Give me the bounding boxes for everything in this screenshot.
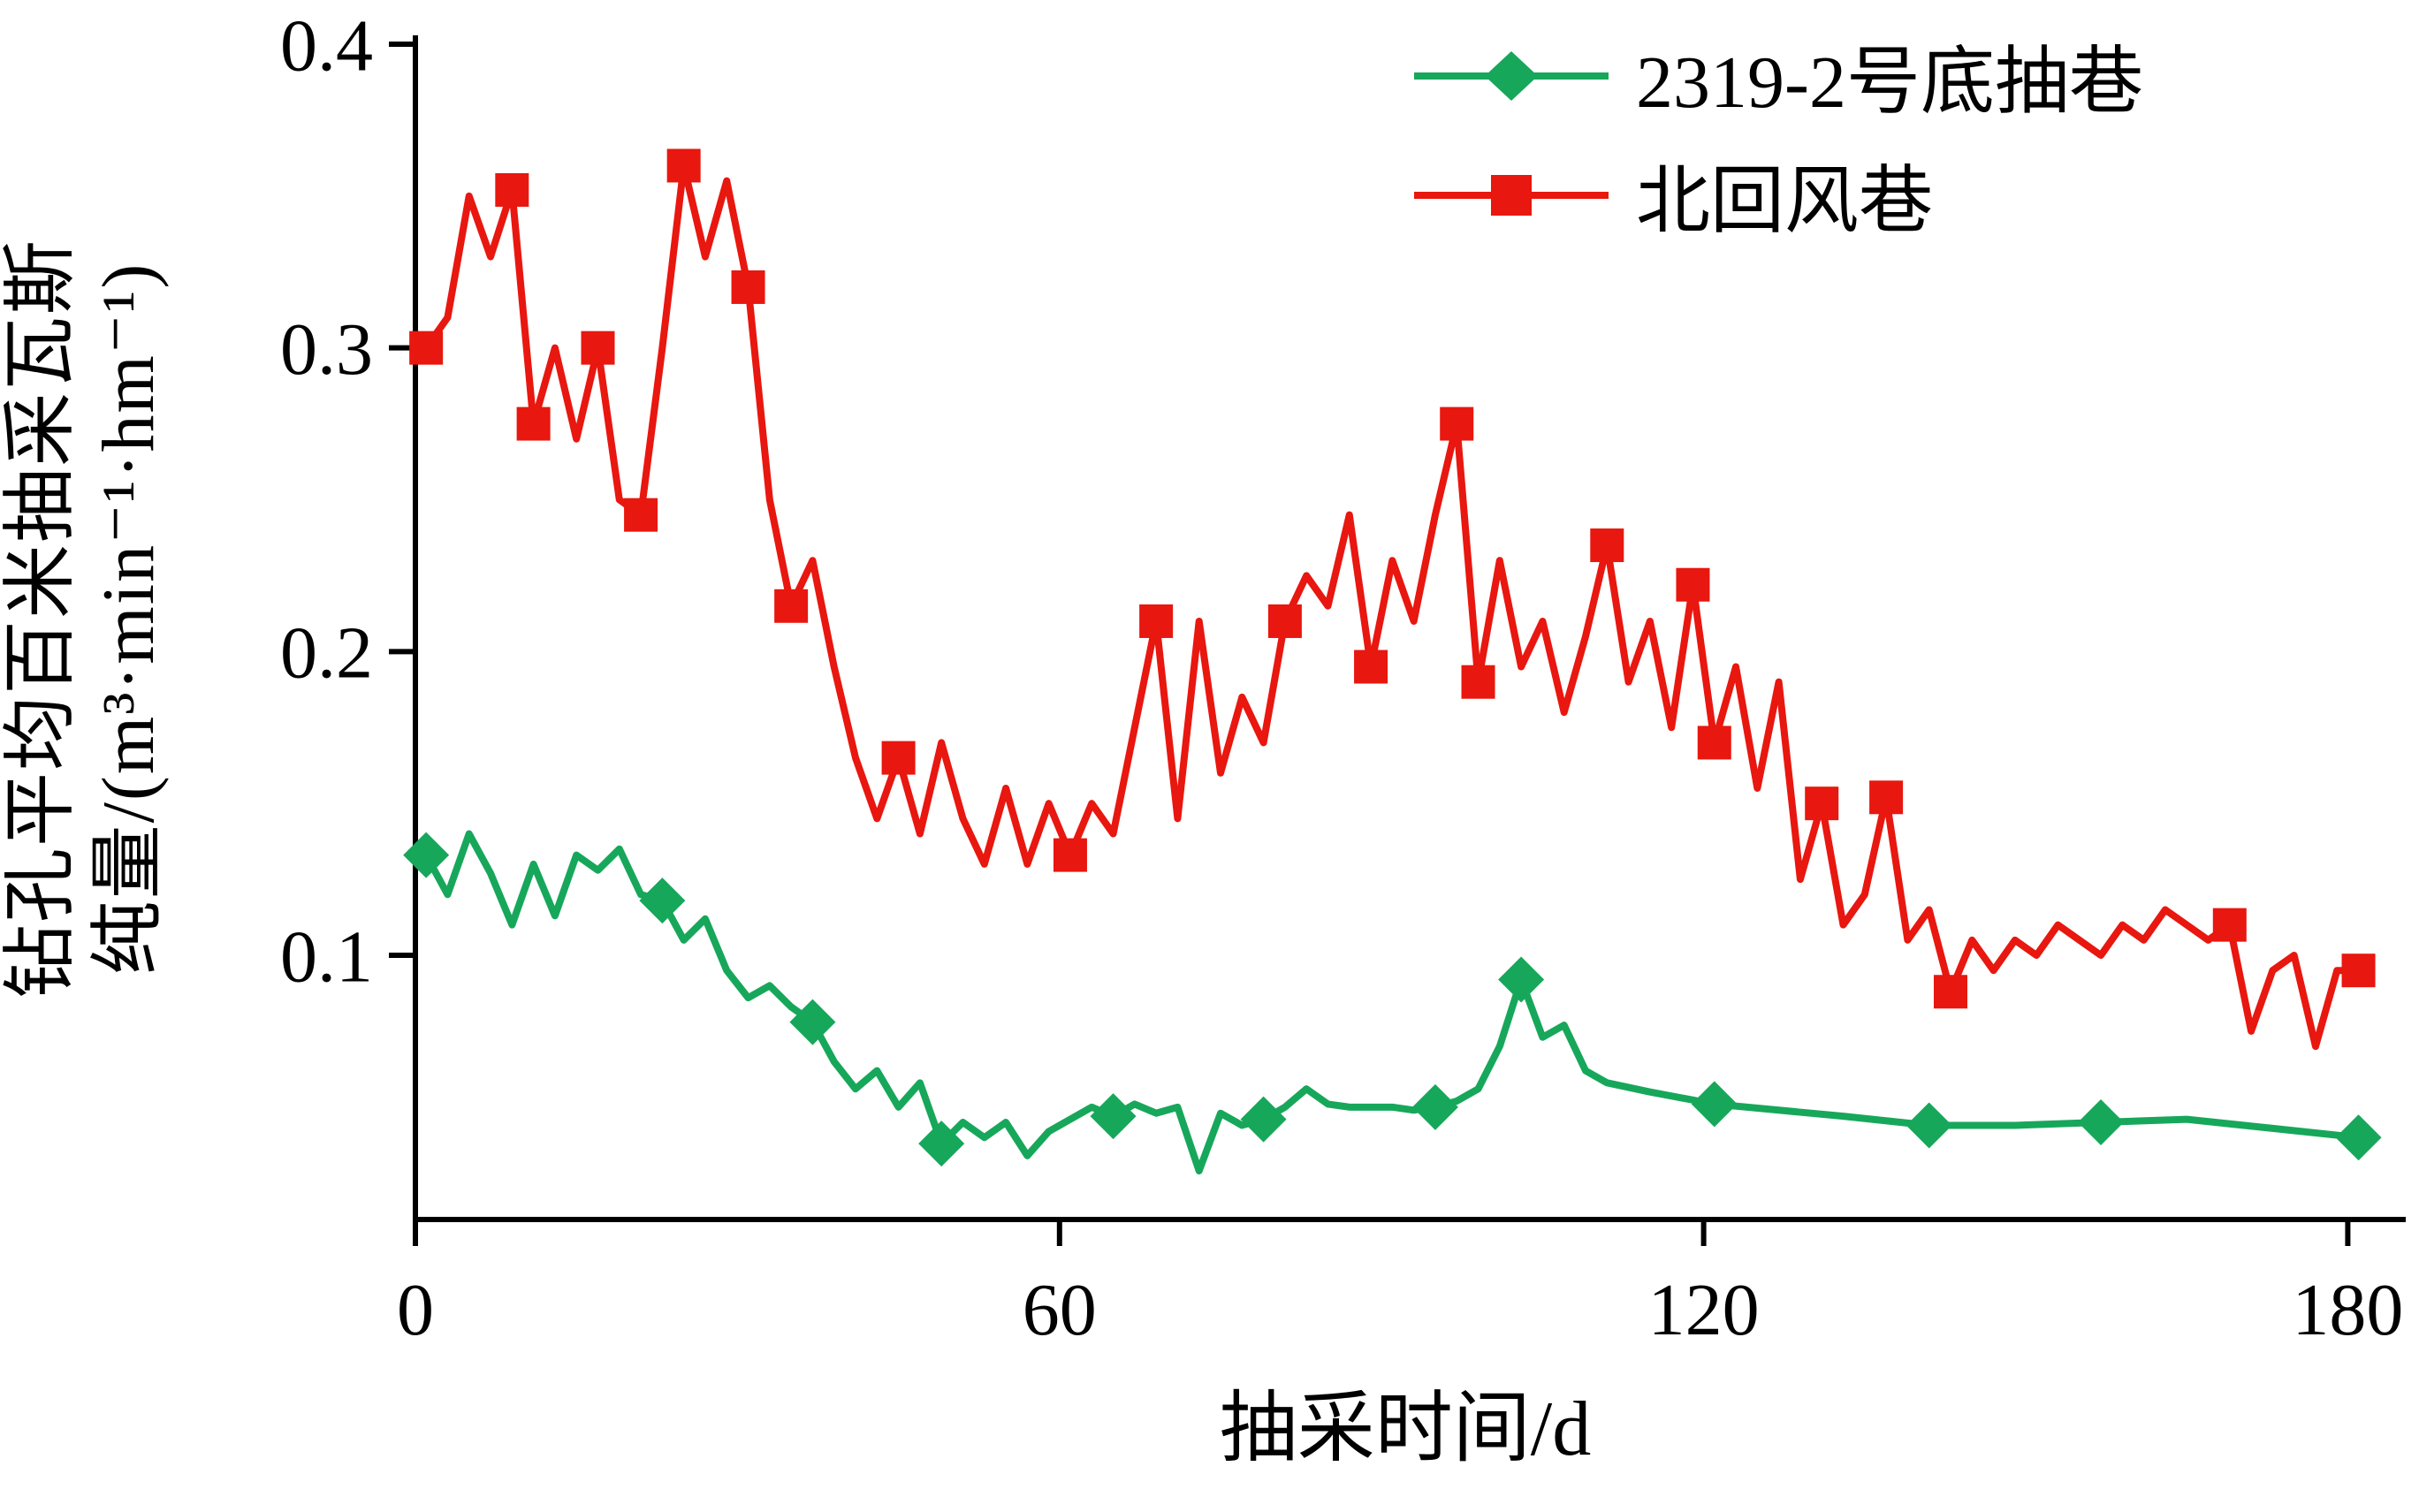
series-1-marker-square xyxy=(1933,975,1967,1009)
series-1-marker-square xyxy=(624,498,658,532)
series-1-marker-square xyxy=(495,172,529,207)
x-tick-label: 180 xyxy=(2292,1269,2403,1351)
legend-label-0: 2319-2号底抽巷 xyxy=(1636,42,2143,124)
x-tick-label: 60 xyxy=(1023,1269,1097,1351)
series-1-marker-square xyxy=(1461,665,1495,699)
series-1-marker-square xyxy=(666,148,701,183)
legend-line-diamond-icon xyxy=(1414,50,1609,101)
series-1-marker-square xyxy=(1869,780,1904,815)
series-1-marker-square xyxy=(1440,406,1474,441)
series-0-marker-diamond xyxy=(1906,1102,1952,1149)
series-0-marker-diamond xyxy=(918,1121,965,1167)
series-1-marker-square xyxy=(1697,726,1731,760)
series-0-marker-diamond xyxy=(639,878,686,924)
y-tick-label: 0.4 xyxy=(280,4,373,87)
y-axis-title-line1: 钻孔平均百米抽采瓦斯 xyxy=(0,238,82,999)
series-0-marker-diamond xyxy=(2335,1114,2382,1161)
series-1-marker-square xyxy=(409,331,444,365)
series-line-0 xyxy=(422,830,2362,1175)
series-1-marker-square xyxy=(1805,786,1839,821)
series-0-marker-diamond xyxy=(2078,1099,2125,1146)
series-0-marker-diamond xyxy=(1411,1083,1458,1130)
series-1-marker-square xyxy=(731,270,765,304)
legend: 2319-2号底抽巷 北回风巷 xyxy=(1410,22,2143,248)
y-tick-label: 0.2 xyxy=(280,612,373,695)
x-axis-title: 抽采时间/d xyxy=(1219,1387,1592,1472)
series-1-marker-square xyxy=(1354,650,1388,684)
series-1-marker-square xyxy=(1590,528,1624,563)
y-tick-label: 0.3 xyxy=(280,308,373,391)
series-0-marker-diamond xyxy=(1691,1081,1738,1128)
series-0-marker-diamond xyxy=(789,999,836,1045)
y-axis-title: 钻孔平均百米抽采瓦斯 纯量/(m³·min⁻¹·hm⁻¹) xyxy=(0,239,172,999)
series-1-marker-square xyxy=(2341,954,2376,988)
series-1-marker-square xyxy=(581,331,615,365)
series-line-1 xyxy=(422,162,2362,1051)
legend-item-bottom-drainage-roadway: 2319-2号底抽巷 xyxy=(1410,22,2143,129)
legend-item-north-return-airway: 北回风巷 xyxy=(1410,141,2143,248)
series-1-marker-square xyxy=(2212,908,2247,942)
series-0-marker-diamond xyxy=(1240,1096,1287,1143)
series-1-marker-square xyxy=(516,406,551,441)
series-0-marker-diamond xyxy=(403,832,450,878)
series-1-marker-square xyxy=(774,589,809,623)
y-axis-title-line2: 纯量/(m³·min⁻¹·hm⁻¹) xyxy=(87,262,170,976)
series-0-marker-diamond xyxy=(1090,1093,1137,1140)
legend-label-1: 北回风巷 xyxy=(1636,161,1934,243)
x-tick-label: 120 xyxy=(1648,1269,1760,1351)
series-0-marker-diamond xyxy=(1498,956,1545,1003)
series-1-marker-square xyxy=(1267,604,1302,638)
x-tick-label: 0 xyxy=(397,1269,434,1351)
legend-line-square-icon xyxy=(1414,174,1609,216)
series-1-marker-square xyxy=(1139,604,1174,638)
series-1-marker-square xyxy=(1676,567,1710,602)
series-1-marker-square xyxy=(881,741,916,775)
y-tick-label: 0.1 xyxy=(280,916,373,998)
series-1-marker-square xyxy=(1053,838,1087,872)
